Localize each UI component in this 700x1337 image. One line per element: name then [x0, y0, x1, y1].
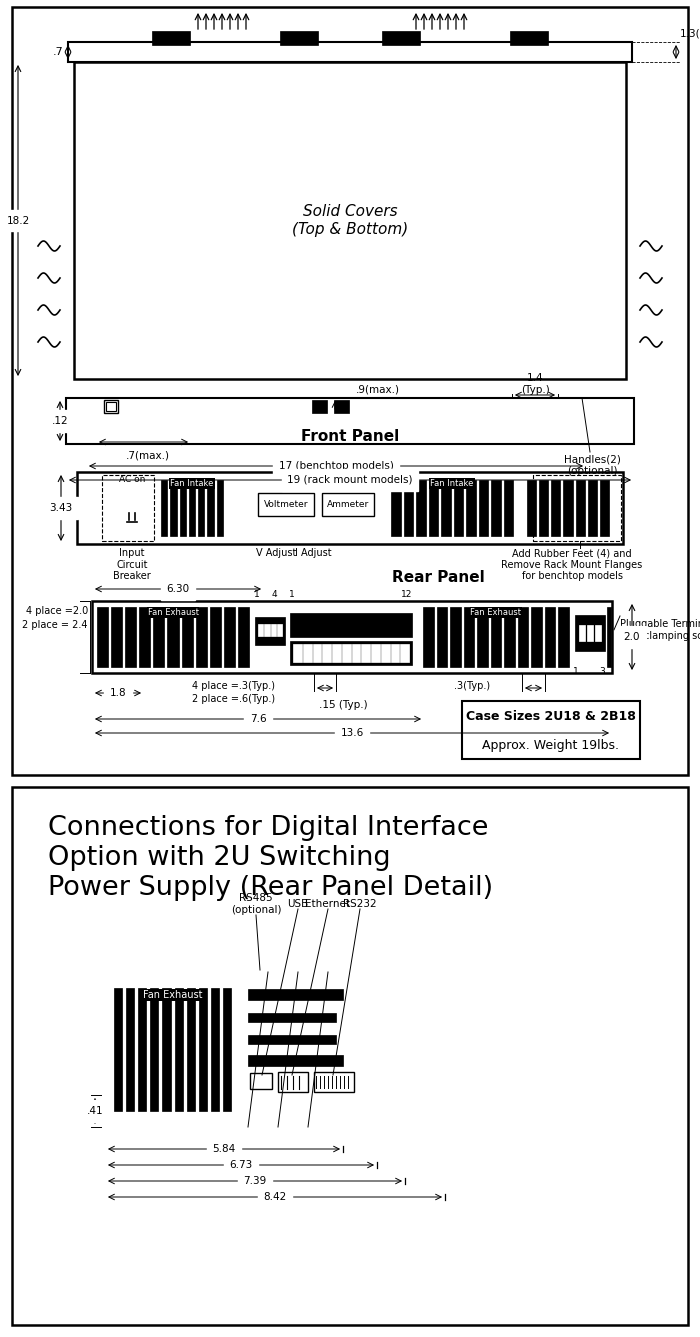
Bar: [416, 480, 426, 536]
Text: 3: 3: [599, 667, 605, 677]
Bar: [111, 607, 122, 667]
Text: 1: 1: [289, 590, 295, 599]
Bar: [207, 480, 214, 536]
Bar: [162, 988, 171, 1111]
Bar: [138, 988, 146, 1111]
Bar: [533, 475, 621, 541]
Circle shape: [610, 476, 617, 483]
Bar: [391, 644, 399, 662]
Text: AC on: AC on: [119, 475, 145, 484]
Text: Voltmeter: Voltmeter: [264, 500, 308, 509]
Bar: [437, 607, 447, 667]
Bar: [68, 41, 632, 62]
Bar: [74, 62, 626, 378]
Text: Pluggable Terminal Block (3)
with clamping screws on top: Pluggable Terminal Block (3) with clampi…: [620, 619, 700, 640]
Bar: [462, 701, 640, 759]
Text: .7(max.): .7(max.): [126, 451, 170, 461]
Bar: [12, 787, 688, 1325]
Bar: [428, 480, 438, 536]
Text: 13.6: 13.6: [340, 729, 363, 738]
Text: 8.42: 8.42: [263, 1193, 286, 1202]
Bar: [104, 400, 118, 413]
Bar: [114, 988, 122, 1111]
Bar: [334, 400, 349, 413]
Bar: [607, 607, 611, 667]
Text: Solid Covers
(Top & Bottom): Solid Covers (Top & Bottom): [292, 205, 408, 237]
Bar: [258, 493, 314, 516]
Bar: [280, 31, 318, 45]
Bar: [595, 624, 601, 640]
Bar: [174, 988, 183, 1111]
Bar: [223, 988, 231, 1111]
Text: .7: .7: [52, 47, 63, 57]
Text: 17 (benchtop models): 17 (benchtop models): [279, 461, 393, 471]
Bar: [150, 988, 158, 1111]
Bar: [106, 402, 116, 410]
Circle shape: [83, 476, 90, 483]
Text: 7.6: 7.6: [250, 714, 266, 725]
Bar: [477, 607, 488, 667]
Bar: [97, 607, 108, 667]
Bar: [503, 480, 513, 536]
Bar: [181, 607, 193, 667]
Bar: [518, 607, 528, 667]
Text: 1.3(max.): 1.3(max.): [680, 29, 700, 39]
Bar: [491, 480, 500, 536]
Bar: [491, 607, 501, 667]
Text: 18.2: 18.2: [6, 215, 29, 226]
Bar: [351, 644, 360, 662]
Bar: [600, 480, 609, 536]
Bar: [361, 644, 370, 662]
Bar: [210, 607, 220, 667]
Bar: [382, 31, 420, 45]
Text: Case Sizes 2U18 & 2B18: Case Sizes 2U18 & 2B18: [466, 710, 636, 723]
Bar: [559, 607, 569, 667]
Bar: [248, 1013, 336, 1021]
Bar: [248, 1055, 343, 1066]
Text: Ammeter: Ammeter: [327, 500, 369, 509]
Bar: [265, 624, 270, 636]
Bar: [161, 480, 167, 536]
Text: 6.30: 6.30: [167, 584, 190, 594]
Circle shape: [610, 533, 617, 540]
Bar: [195, 607, 206, 667]
Bar: [153, 607, 164, 667]
Bar: [450, 607, 461, 667]
Text: .9(max.): .9(max.): [356, 385, 400, 394]
Bar: [12, 7, 688, 775]
Bar: [224, 607, 235, 667]
Text: 1.4
(Typ.): 1.4 (Typ.): [521, 373, 550, 394]
Bar: [391, 480, 400, 536]
Text: V Adjust: V Adjust: [256, 548, 296, 558]
Text: 1: 1: [254, 590, 260, 599]
Bar: [276, 624, 282, 636]
Text: Fan Exhaust: Fan Exhaust: [144, 989, 203, 1000]
Bar: [92, 602, 612, 673]
Bar: [250, 1074, 272, 1090]
Bar: [258, 624, 263, 636]
Text: Front Panel: Front Panel: [301, 429, 399, 444]
Bar: [579, 624, 585, 640]
Bar: [342, 644, 351, 662]
Bar: [312, 644, 321, 662]
Text: 12: 12: [401, 590, 413, 599]
Text: Handles(2)
(optional): Handles(2) (optional): [564, 455, 620, 476]
Bar: [403, 480, 413, 536]
Text: Fan Exhaust: Fan Exhaust: [148, 608, 199, 616]
Bar: [504, 607, 514, 667]
Bar: [189, 480, 195, 536]
Bar: [293, 644, 302, 662]
Bar: [170, 480, 176, 536]
Bar: [248, 1035, 336, 1044]
Text: 4 place =.3(Typ.): 4 place =.3(Typ.): [192, 681, 275, 691]
Bar: [199, 988, 206, 1111]
Bar: [322, 644, 331, 662]
Text: Rear Panel: Rear Panel: [392, 570, 484, 586]
Bar: [479, 480, 488, 536]
Bar: [290, 612, 412, 636]
Bar: [588, 480, 597, 536]
Bar: [290, 640, 412, 664]
Bar: [575, 615, 605, 651]
Text: RS485
(optional): RS485 (optional): [231, 893, 281, 915]
Text: Add Rubber Feet (4) and
Remove Rack Mount Flanges
for benchtop models: Add Rubber Feet (4) and Remove Rack Moun…: [501, 548, 643, 582]
